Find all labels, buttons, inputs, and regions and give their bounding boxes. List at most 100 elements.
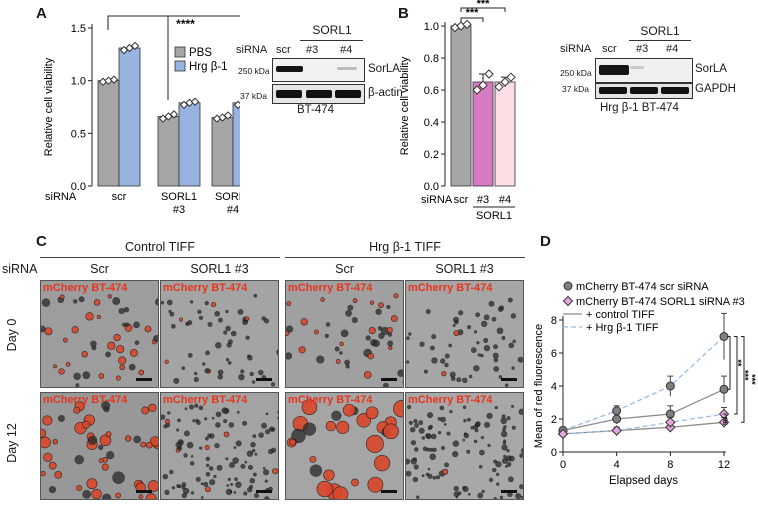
chart-d-point [612,414,622,424]
chart-a-point [130,41,140,51]
chart-b-point [494,82,504,92]
blot-b-membrane-top [595,58,693,83]
panel-c-sirna-label: siRNA [2,262,38,276]
blot-b-mw-250: 250 kDa [560,68,592,78]
chart-d-ytick-label: 0 [551,447,557,459]
chart-b-point [506,72,516,82]
column-scr-hrg: Scr [335,262,354,276]
chart-a-point [190,97,200,106]
chart-d-legend-label: mCherry BT-474 SORL1 siRNA #3 [576,296,745,308]
chart-b-xlabel: siRNA [421,194,453,206]
chart-d-ytick-label: 6 [551,348,557,360]
chart-a-xlabel: siRNA [45,191,77,203]
chart-d-significance: *** [747,374,757,385]
chart-b-bar [494,81,516,187]
chart-b-ytick-label: 0.8 [424,53,439,65]
chart-d-xtick-label: 4 [614,459,620,471]
chart-d-ylabel: Mean of red fluorescence [533,324,545,448]
blot-a-lane-3: #3 [306,44,319,56]
chart-d-xtick-label: 12 [718,459,730,471]
chart-a-legend-label: Hrg β-1 [189,61,228,73]
chart-d-ytick-label: 2 [551,414,557,426]
chart-a-bracket [107,15,240,30]
blot-a-lane-4: #4 [340,44,353,56]
blot-a-membrane-top [272,58,365,82]
chart-d-point [665,381,675,391]
blot-a-lane-scr: scr [276,44,291,56]
micrograph-day0-sorl1-hrg: mCherry BT-474 [405,280,524,388]
chart-a-category-label: SORL1 [215,191,240,203]
chart-d-series-line [562,413,725,435]
chart-d-series-line [562,388,725,432]
chart-a-bar [211,117,234,187]
blot-b-lane-3: #3 [636,43,649,55]
chart-b-point [500,77,510,87]
chart-d-legend-label: mCherry BT-474 scr siRNA [576,281,709,293]
chart-b-ytick-label: 0.2 [424,149,439,161]
chart-b-significance: *** [466,7,480,19]
chart-a-point [233,100,240,110]
micrograph-day12-sorl1-control: mCherry BT-474 [160,392,279,500]
chart-b-ytick-label: 0.0 [424,181,439,193]
blot-b-cell-line: Hrg β-1 BT-474 [600,102,679,114]
blot-b-lane-4: #4 [666,43,679,55]
column-sorl1-control: SORL1 #3 [190,262,249,276]
chart-d-significance-ns: ns [721,417,730,425]
chart-b-ytick-label: 1.0 [424,21,439,33]
chart-d-bracket [723,413,727,423]
chart-b-significance: *** [477,0,491,10]
chart-d-legend-label: + Hrg β-1 TIFF [586,322,659,334]
chart-d-xlabel: Elapsed days [609,475,678,487]
chart-d-point [557,428,569,440]
blot-b-mw-37: 37 kDa [562,84,589,94]
chart-d-ytick-label: 8 [551,315,557,327]
blot-b-lane-scr: scr [602,43,617,55]
chart-d-point [719,332,729,341]
chart-b-ytick-label: 0.4 [424,117,439,129]
blot-b-sirna-label: siRNA [560,43,592,55]
row-day-12: Day 12 [5,423,19,463]
micrograph-day12-sorl1-hrg: mCherry BT-474 [405,392,524,500]
chart-d-xtick-label: 8 [667,459,673,471]
chart-d-point [612,406,622,416]
micrograph-day0-sorl1-control: mCherry BT-474 [160,280,279,388]
chart-b-ylabel: Relative cell viability [399,56,411,155]
chart-b-point [472,85,482,95]
chart-d-point [719,384,729,394]
chart-d-point [665,409,675,419]
blot-a-mw-250: 250 kDa [238,66,270,76]
blot-a-sirna-label: siRNA [236,44,268,56]
chart-a-point [169,110,179,119]
chart-b-bracket [460,17,484,22]
chart-a-category-label: #3 [173,204,185,216]
micrograph-day12-scr-control: mCherry BT-474 [40,392,159,500]
blot-a-band-actin: β-actin [368,87,403,99]
chart-a-bar [97,80,120,187]
blot-a-mw-37: 37 kDa [240,91,267,101]
chart-b-point [462,19,472,30]
chart-a-category-label: SORL1 [161,191,197,203]
chart-a-bar [118,47,141,187]
group-control-tiff: Control TIFF [125,240,195,254]
chart-b-bracket [460,7,506,12]
chart-d-legend-label: + control TIFF [586,309,655,321]
chart-d: 0 2 4 6 8 0 4 8 12 Elapsed days Mean of red fluore… [533,281,757,487]
chart-a-category-label: scr [112,191,127,203]
chart-a: 0.0 0.5 1.0 1.5 Relative cell viability siRNA… [43,15,240,216]
chart-d-bracket [727,336,731,390]
chart-d-point [611,425,622,436]
chart-a-ytick-label: 0.5 [71,128,86,140]
chart-b-point [484,69,494,79]
chart-a-significance: **** [176,17,195,31]
chart-d-bracket [734,336,738,415]
blot-a-title: SORL1 [312,23,352,37]
column-sorl1-hrg: SORL1 #3 [435,262,494,276]
chart-d-series-line [562,336,725,432]
chart-d-xtick-label: 0 [560,459,566,471]
chart-a-bar [157,116,180,187]
blot-a-membrane-bottom [272,84,365,104]
panel-letter-a: A [36,5,47,22]
chart-d-legend-marker [563,281,573,291]
row-day-0: Day 0 [5,318,19,352]
micrograph-day0-scr-hrg: mCherry BT-474 [285,280,404,388]
